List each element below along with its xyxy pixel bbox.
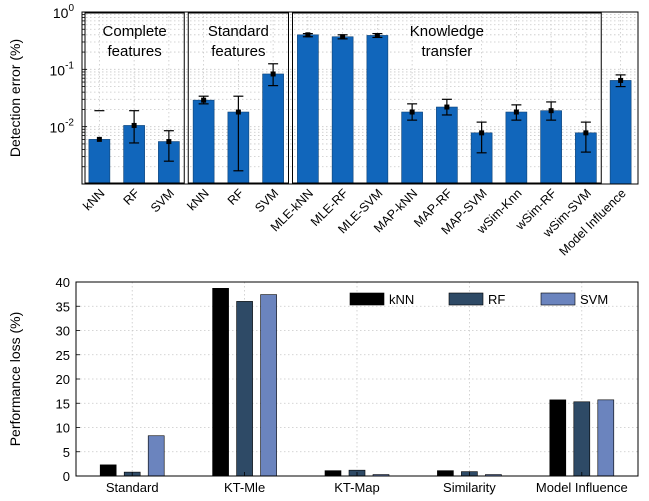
legend-swatch-svm xyxy=(540,292,576,306)
legend-swatch-rf xyxy=(448,292,484,306)
mean-marker xyxy=(513,109,519,115)
y-tick-label: 40 xyxy=(56,275,70,290)
mean-marker xyxy=(166,139,172,145)
group-box xyxy=(187,12,289,184)
bar-svm xyxy=(147,435,165,477)
x-tick-label: KT-Map xyxy=(334,480,380,495)
x-tick-label: Model Influence xyxy=(536,480,628,495)
bar xyxy=(331,36,354,185)
bar-knn xyxy=(437,470,454,477)
x-tick-label: KT-Mle xyxy=(224,480,265,495)
x-tick-label: Similarity xyxy=(443,480,496,495)
group-box xyxy=(84,12,185,184)
y-tick-label: 10-2 xyxy=(50,118,75,136)
group-label: features xyxy=(108,43,162,60)
group-label: features xyxy=(211,43,265,60)
mean-marker xyxy=(131,122,137,128)
bar xyxy=(540,110,562,185)
group-label: transfer xyxy=(421,43,472,60)
group-label: Standard xyxy=(208,23,269,40)
mean-marker xyxy=(618,77,624,83)
group-label: Knowledge xyxy=(410,23,484,40)
y-tick-exponent: -1 xyxy=(65,60,74,71)
x-tick-label: kNN xyxy=(80,186,107,213)
legend-label: RF xyxy=(488,292,505,307)
bar xyxy=(88,139,111,185)
legend: kNN RF SVM xyxy=(349,292,608,307)
bar xyxy=(192,99,215,185)
y-tick-exponent: 0 xyxy=(68,3,74,14)
y-tick-label: 15 xyxy=(56,396,70,411)
mean-marker xyxy=(479,130,485,136)
mean-marker xyxy=(235,109,241,115)
mean-marker xyxy=(548,108,554,114)
legend-label: SVM xyxy=(580,292,608,307)
y-tick-label: 20 xyxy=(56,372,70,387)
mean-marker xyxy=(409,109,415,115)
x-tick-label: SVM xyxy=(252,186,281,215)
y-axis-label: Performance loss (%) xyxy=(7,312,23,447)
mean-marker xyxy=(340,34,346,40)
legend-swatch-knn xyxy=(349,292,385,306)
y-axis-label: Detection error (%) xyxy=(7,39,23,157)
bar-rf xyxy=(573,401,591,477)
x-tick-label: kNN xyxy=(185,186,212,213)
bar xyxy=(505,111,528,185)
bar-rf xyxy=(236,301,253,477)
x-tick-label: RF xyxy=(121,186,143,208)
y-tick-label: 30 xyxy=(56,324,70,339)
bar xyxy=(297,34,319,185)
mean-marker xyxy=(305,32,311,38)
mean-marker xyxy=(96,136,102,142)
axes-frame xyxy=(81,11,639,185)
x-tick-label: RF xyxy=(225,186,247,208)
legend-label: kNN xyxy=(389,292,414,307)
y-tick-label: 0 xyxy=(63,469,70,484)
y-tick-label: 35 xyxy=(56,299,70,314)
bar-svm xyxy=(260,294,277,477)
group-box xyxy=(292,12,602,184)
bar-svm xyxy=(597,399,615,477)
bar xyxy=(436,106,458,185)
bar-knn xyxy=(324,470,342,477)
mean-marker xyxy=(374,32,380,38)
y-tick-label: 25 xyxy=(56,348,70,363)
performance-loss-chart: 0 5 10 15 20 25 30 35 40 Standard KT-Mle KT-Map Simi… xyxy=(7,275,639,495)
mean-marker xyxy=(270,71,276,77)
group-label: Complete xyxy=(103,23,167,40)
detection-error-chart: 100 10-1 10-2 Complete features Standard featu… xyxy=(7,3,639,259)
y-tick-label: 10 xyxy=(56,421,70,436)
y-tick-label: 100 xyxy=(53,3,75,21)
bar xyxy=(262,73,284,185)
y-tick-label: 10-1 xyxy=(50,60,75,78)
bar xyxy=(366,35,389,185)
mean-marker xyxy=(444,104,450,110)
bar xyxy=(609,80,632,185)
y-tick-label: 5 xyxy=(63,445,70,460)
bar-knn xyxy=(549,399,567,477)
x-tick-label: Standard xyxy=(106,480,159,495)
mean-marker xyxy=(583,130,589,136)
bar xyxy=(401,111,423,185)
bar-knn xyxy=(99,464,117,477)
y-tick-exponent: -2 xyxy=(65,118,74,129)
mean-marker xyxy=(201,97,207,103)
bar-knn xyxy=(212,288,229,477)
x-tick-label: SVM xyxy=(148,186,177,215)
